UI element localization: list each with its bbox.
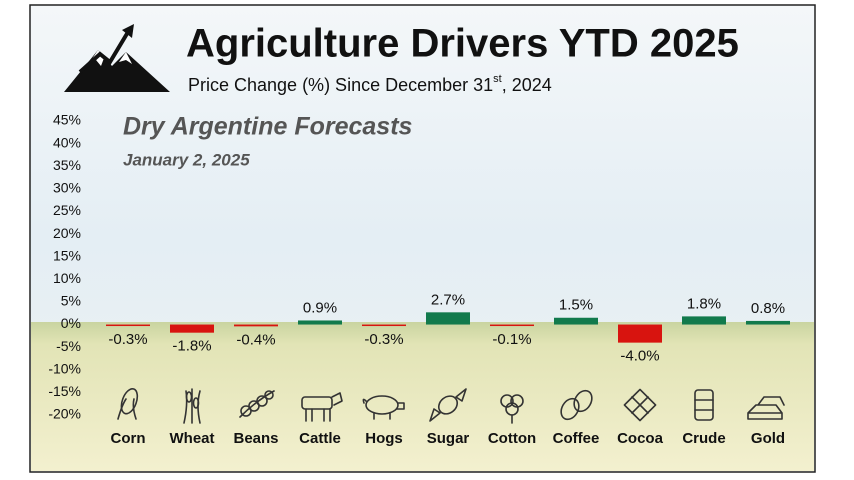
value-label: 1.8%: [687, 295, 721, 312]
y-tick-label: 10%: [53, 270, 81, 286]
y-tick-label: 45%: [53, 112, 81, 128]
annotation: Dry Argentine Forecasts: [123, 113, 413, 141]
x-tick-label: Gold: [751, 430, 785, 447]
subtitle: Price Change (%) Since December 31st, 20…: [188, 73, 552, 95]
value-label: 1.5%: [559, 297, 593, 314]
value-label: -0.3%: [108, 331, 147, 348]
bar: [234, 324, 278, 327]
value-label: 0.9%: [303, 299, 337, 316]
bar: [362, 324, 406, 327]
value-label: 0.8%: [751, 300, 785, 317]
subtitle-text: Price Change (%) Since December 31: [188, 75, 493, 95]
x-tick-label: Cocoa: [617, 430, 664, 447]
bar: [746, 320, 790, 325]
x-tick-label: Beans: [233, 430, 278, 447]
y-tick-label: -5%: [56, 338, 81, 354]
background-field: [31, 322, 814, 471]
bar: [106, 324, 150, 327]
y-tick-label: 35%: [53, 157, 81, 173]
y-tick-label: -10%: [48, 360, 81, 376]
value-label: -0.4%: [236, 331, 275, 348]
value-label: -1.8%: [172, 338, 211, 355]
bar: [490, 324, 534, 327]
bar: [298, 320, 342, 325]
x-tick-label: Hogs: [365, 430, 403, 447]
y-tick-label: -20%: [48, 406, 81, 422]
value-label: -0.1%: [492, 331, 531, 348]
y-tick-label: 40%: [53, 134, 81, 150]
frame: [29, 4, 816, 473]
bar: [170, 324, 214, 333]
x-tick-label: Crude: [682, 430, 725, 447]
bar: [554, 317, 598, 325]
subtitle-text: , 2024: [502, 75, 552, 95]
y-tick-label: -15%: [48, 383, 81, 399]
y-tick-label: 0%: [61, 315, 81, 331]
bar: [618, 324, 662, 343]
chart-title: Agriculture Drivers YTD 2025: [186, 22, 739, 66]
x-tick-label: Sugar: [427, 430, 470, 447]
value-label: -4.0%: [620, 348, 659, 365]
y-tick-label: 25%: [53, 202, 81, 218]
logo: [64, 24, 170, 92]
y-tick-label: 5%: [61, 293, 81, 309]
bar: [682, 316, 726, 325]
x-tick-label: Wheat: [170, 430, 215, 447]
x-tick-label: Corn: [111, 430, 146, 447]
annotation: January 2, 2025: [123, 150, 250, 169]
y-tick-label: 20%: [53, 225, 81, 241]
x-tick-label: Coffee: [553, 430, 600, 447]
y-tick-label: 30%: [53, 180, 81, 196]
x-tick-label: Cotton: [488, 430, 536, 447]
value-label: -0.3%: [364, 331, 403, 348]
y-tick-label: 15%: [53, 247, 81, 263]
subtitle-superscript: st: [493, 73, 502, 85]
bar: [426, 312, 470, 325]
icons: [117, 387, 785, 424]
value-label: 2.7%: [431, 291, 465, 308]
x-tick-label: Cattle: [299, 430, 341, 447]
